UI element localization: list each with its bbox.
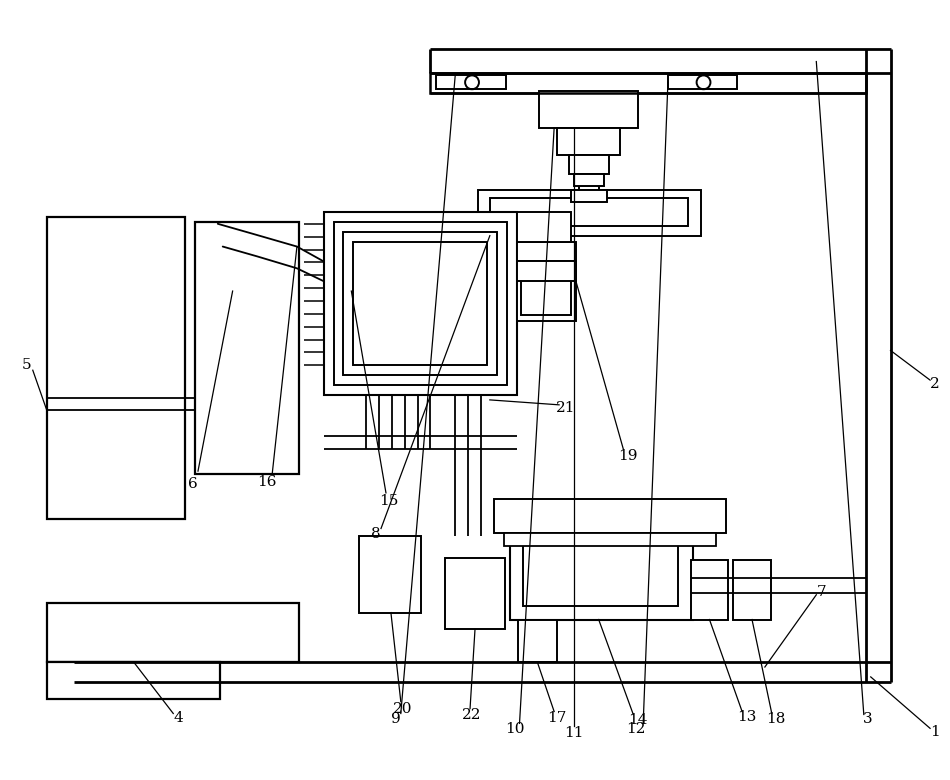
Bar bbox=[490, 198, 688, 225]
Bar bbox=[353, 242, 486, 365]
Text: 20: 20 bbox=[393, 701, 412, 715]
Bar bbox=[571, 190, 607, 202]
Text: 12: 12 bbox=[626, 722, 646, 736]
Bar bbox=[359, 537, 421, 612]
Text: 4: 4 bbox=[173, 711, 183, 725]
Bar bbox=[446, 558, 504, 629]
Bar bbox=[517, 242, 576, 261]
Bar bbox=[494, 499, 727, 534]
Bar bbox=[523, 538, 677, 606]
Bar bbox=[540, 91, 638, 128]
Text: 1: 1 bbox=[930, 725, 940, 739]
Bar bbox=[517, 261, 576, 281]
Text: 7: 7 bbox=[816, 585, 826, 599]
Text: 22: 22 bbox=[463, 708, 482, 722]
Text: 14: 14 bbox=[629, 714, 648, 728]
Text: 6: 6 bbox=[188, 477, 198, 491]
Bar bbox=[47, 662, 219, 699]
Bar bbox=[436, 76, 505, 89]
Text: 16: 16 bbox=[257, 475, 277, 489]
Bar bbox=[517, 261, 576, 321]
Text: 19: 19 bbox=[618, 449, 638, 463]
Bar bbox=[430, 73, 865, 93]
Text: 2: 2 bbox=[930, 377, 940, 391]
Text: 13: 13 bbox=[737, 711, 757, 725]
Bar bbox=[517, 212, 571, 242]
Text: 5: 5 bbox=[22, 358, 31, 372]
Text: 11: 11 bbox=[564, 726, 583, 740]
Bar bbox=[557, 128, 620, 154]
Text: 9: 9 bbox=[391, 712, 401, 726]
Text: 10: 10 bbox=[504, 722, 524, 736]
Bar bbox=[504, 534, 716, 546]
Bar bbox=[569, 154, 609, 174]
Text: 15: 15 bbox=[379, 494, 399, 508]
Text: 3: 3 bbox=[863, 712, 872, 726]
Bar bbox=[47, 217, 185, 519]
Bar bbox=[668, 76, 737, 89]
Bar bbox=[195, 222, 299, 474]
Text: 8: 8 bbox=[371, 527, 381, 541]
Bar bbox=[47, 603, 299, 662]
Bar bbox=[324, 212, 517, 395]
Bar bbox=[522, 268, 571, 315]
Text: 21: 21 bbox=[557, 401, 576, 415]
Bar bbox=[333, 222, 506, 385]
Bar bbox=[518, 619, 557, 662]
Bar bbox=[691, 560, 729, 619]
Text: 17: 17 bbox=[547, 711, 567, 725]
Bar bbox=[509, 523, 693, 619]
Text: 18: 18 bbox=[766, 712, 786, 726]
Bar bbox=[343, 232, 497, 375]
Bar bbox=[733, 560, 770, 619]
Bar bbox=[478, 190, 700, 236]
Bar bbox=[574, 174, 603, 186]
